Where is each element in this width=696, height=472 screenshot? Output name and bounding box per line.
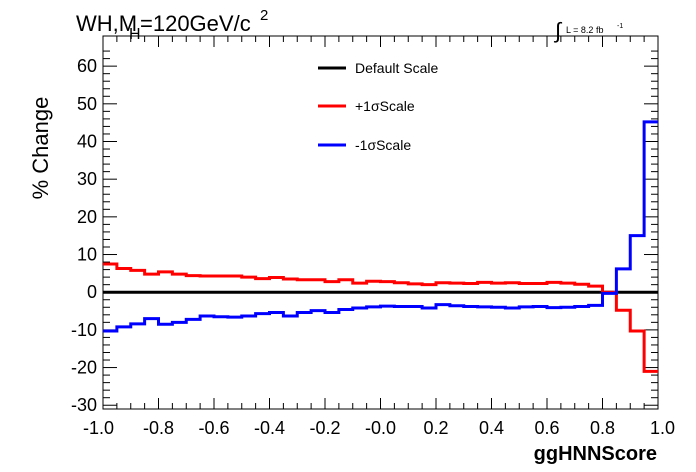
integral-sign: ∫ <box>553 18 563 43</box>
x-tick-label: 0.8 <box>590 418 615 438</box>
series-line--1-scale <box>103 262 658 373</box>
title-subscript: H <box>129 26 141 43</box>
x-tick-label: 0.4 <box>479 418 504 438</box>
y-tick-label: -20 <box>71 358 97 378</box>
y-tick-label: 40 <box>77 131 97 151</box>
y-axis: -30 -20 -10 0 10 20 30 40 50 60 <box>71 50 658 415</box>
legend-label: +1σScale <box>355 98 415 114</box>
x-tick-label: -0.4 <box>254 418 285 438</box>
legend: Default Scale +1σScale -1σScale <box>318 60 438 153</box>
y-tick-label: -30 <box>71 395 97 415</box>
x-tick-label: -0.2 <box>309 418 340 438</box>
y-tick-label: 10 <box>77 245 97 265</box>
luminosity-superscript: -1 <box>617 23 623 30</box>
y-tick-label: -10 <box>71 320 97 340</box>
x-tick-label: -1.0 <box>83 418 114 438</box>
x-axis: -1.0 -0.8 -0.6 -0.4 -0.2 -0.0 0.2 0.4 0.6 0.8 1.0 <box>83 36 675 438</box>
title-main: WH,M <box>76 11 137 36</box>
luminosity-text: L = 8.2 fb <box>566 25 603 35</box>
plot-frame <box>102 35 659 410</box>
x-axis-title: ggHNNScore <box>534 443 657 465</box>
legend-label: Default Scale <box>355 60 438 76</box>
x-tick-label: 0.2 <box>423 418 448 438</box>
x-tick-label: -0.8 <box>143 418 174 438</box>
luminosity-label: ∫ L = 8.2 fb -1 <box>553 18 623 43</box>
title-superscript: 2 <box>260 7 268 24</box>
series-layer <box>103 120 658 373</box>
y-axis-title: % Change <box>28 97 53 200</box>
x-tick-label: 0.6 <box>534 418 559 438</box>
y-tick-label: 20 <box>77 207 97 227</box>
chart-title: WH,M H =120GeV/c 2 <box>76 7 268 43</box>
legend-label: -1σScale <box>355 137 411 153</box>
title-rest: =120GeV/c <box>140 11 251 36</box>
y-tick-label: 30 <box>77 169 97 189</box>
y-tick-label: 50 <box>77 94 97 114</box>
y-tick-label: 60 <box>77 56 97 76</box>
x-tick-label: -0.6 <box>198 418 229 438</box>
series-line--1-scale <box>103 120 658 333</box>
x-tick-label: -0.0 <box>365 418 396 438</box>
y-tick-label: 0 <box>87 282 97 302</box>
x-tick-label: 1.0 <box>650 418 675 438</box>
